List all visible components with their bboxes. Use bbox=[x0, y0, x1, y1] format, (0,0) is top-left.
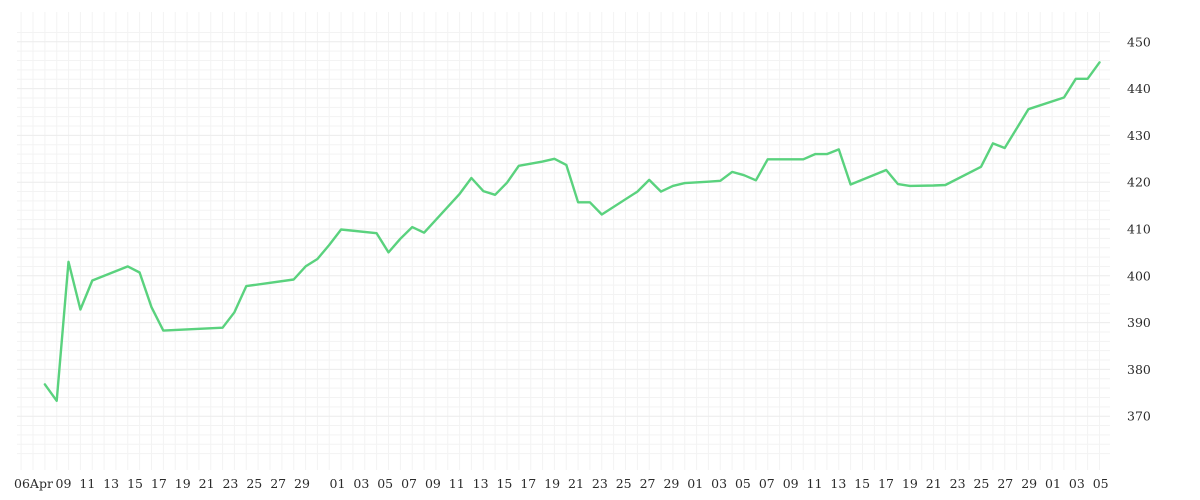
x-tick-label: 27 bbox=[270, 476, 286, 491]
x-tick-label: 05 bbox=[735, 476, 751, 491]
x-tick-label: 01 bbox=[687, 476, 703, 491]
series-line bbox=[43, 61, 1101, 402]
y-tick-label: 440 bbox=[1127, 81, 1151, 96]
x-tick-label: 09 bbox=[425, 476, 441, 491]
x-tick-label: 11 bbox=[449, 476, 465, 491]
x-tick-label: 13 bbox=[830, 476, 846, 491]
x-tick-label: 13 bbox=[473, 476, 489, 491]
y-tick-label: 400 bbox=[1127, 268, 1151, 283]
x-tick-label: 23 bbox=[222, 476, 238, 491]
x-tick-label: 13 bbox=[103, 476, 119, 491]
x-tick-label: 09 bbox=[783, 476, 799, 491]
x-tick-label: 17 bbox=[878, 476, 894, 491]
x-tick-label: 25 bbox=[616, 476, 632, 491]
x-tick-label: 07 bbox=[759, 476, 775, 491]
x-tick-label: 15 bbox=[127, 476, 143, 491]
y-tick-label: 450 bbox=[1127, 34, 1151, 49]
x-tick-label: 21 bbox=[199, 476, 215, 491]
x-tick-label: 15 bbox=[496, 476, 512, 491]
x-tick-label: 21 bbox=[568, 476, 584, 491]
x-tick-label: 11 bbox=[79, 476, 95, 491]
x-tick-label: 06Apr bbox=[14, 476, 53, 491]
y-tick-label: 410 bbox=[1127, 222, 1151, 237]
x-tick-label: 19 bbox=[902, 476, 918, 491]
x-tick-label: 15 bbox=[854, 476, 870, 491]
y-tick-label: 390 bbox=[1127, 315, 1151, 330]
x-tick-label: 29 bbox=[663, 476, 679, 491]
y-axis: 370 380 390 400 410 420 430 440 450 bbox=[1127, 34, 1151, 423]
x-tick-label: 03 bbox=[711, 476, 727, 491]
x-axis: 06Apr 09 11 13 15 17 19 21 23 25 27 29 01 03 05 07 09 11 1… bbox=[14, 476, 1109, 491]
x-tick-label: 03 bbox=[1069, 476, 1085, 491]
y-tick-label: 430 bbox=[1127, 128, 1151, 143]
x-tick-label: 27 bbox=[640, 476, 656, 491]
series bbox=[43, 61, 1101, 402]
x-tick-label: 05 bbox=[377, 476, 393, 491]
x-tick-label: 05 bbox=[1093, 476, 1109, 491]
x-tick-label: 17 bbox=[520, 476, 536, 491]
x-tick-label: 27 bbox=[997, 476, 1013, 491]
x-tick-label: 19 bbox=[175, 476, 191, 491]
x-tick-label: 07 bbox=[401, 476, 417, 491]
x-tick-label: 21 bbox=[926, 476, 942, 491]
grid bbox=[17, 12, 1110, 470]
y-tick-label: 420 bbox=[1127, 175, 1151, 190]
y-tick-label: 370 bbox=[1127, 409, 1151, 424]
x-tick-label: 29 bbox=[294, 476, 310, 491]
x-tick-label: 17 bbox=[151, 476, 167, 491]
x-tick-label: 29 bbox=[1021, 476, 1037, 491]
y-tick-label: 380 bbox=[1127, 362, 1151, 377]
x-tick-label: 19 bbox=[544, 476, 560, 491]
x-tick-label: 25 bbox=[246, 476, 262, 491]
x-tick-label: 11 bbox=[807, 476, 823, 491]
x-tick-label: 25 bbox=[973, 476, 989, 491]
x-tick-label: 23 bbox=[950, 476, 966, 491]
x-tick-label: 01 bbox=[1045, 476, 1061, 491]
x-tick-label: 23 bbox=[592, 476, 608, 491]
x-tick-label: 09 bbox=[56, 476, 72, 491]
x-tick-label: 03 bbox=[353, 476, 369, 491]
x-tick-label: 01 bbox=[330, 476, 346, 491]
